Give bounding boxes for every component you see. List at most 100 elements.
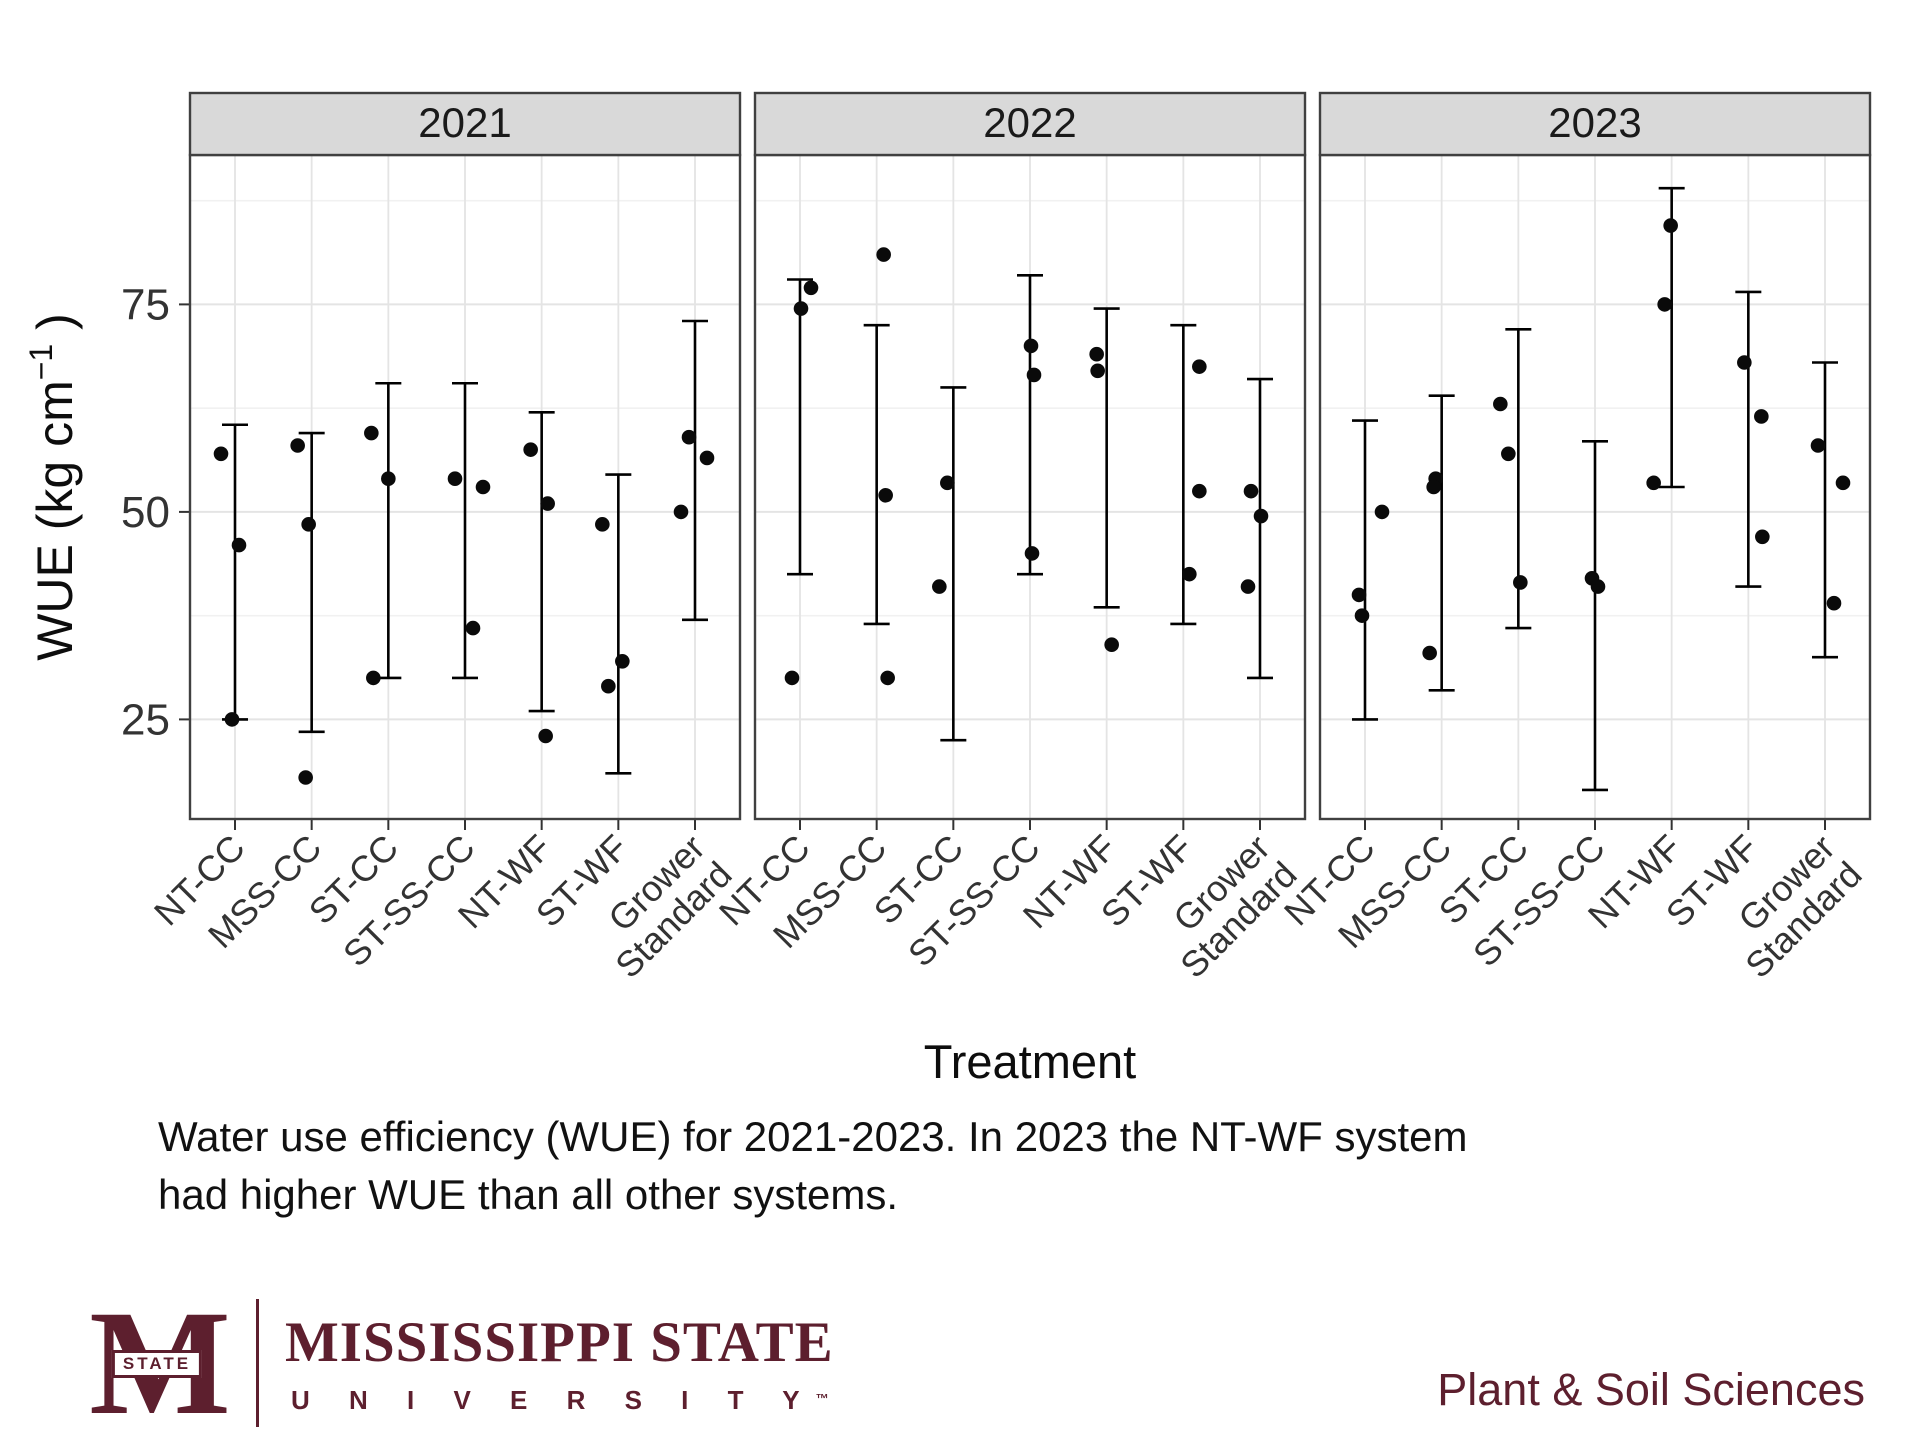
data-point: [932, 579, 947, 594]
data-point: [1240, 579, 1256, 594]
error-bar: [298, 431, 325, 734]
logo-divider: [256, 1299, 259, 1427]
data-point: [475, 479, 491, 495]
data-point: [540, 496, 555, 511]
data-point: [1590, 579, 1606, 594]
error-bar: [1093, 307, 1120, 609]
data-point: [1374, 504, 1390, 520]
data-point: [793, 301, 809, 316]
data-point: [1104, 637, 1119, 652]
figure-caption: Water use efficiency (WUE) for 2021-2023…: [158, 1108, 1718, 1224]
y-tick-label: 25: [121, 695, 170, 744]
facet-strip: [1318, 91, 1872, 157]
error-bar: [1428, 394, 1455, 692]
data-point: [1810, 438, 1826, 453]
data-point: [290, 438, 305, 453]
department-name: Plant & Soil Sciences: [1437, 1364, 1865, 1415]
data-point: [673, 504, 689, 520]
data-point: [1182, 566, 1197, 582]
data-point: [784, 670, 800, 686]
error-bar: [605, 473, 632, 775]
wordmark-line1: MISSISSIPPI STATE: [285, 1311, 834, 1374]
wue-faceted-chart: WUE (kg cm−1 )255075NT-CCMSS-CCST-CCST-S…: [23, 91, 1872, 1088]
data-point: [1426, 479, 1441, 495]
data-point: [1493, 396, 1508, 412]
trademark: ™: [815, 1391, 829, 1406]
facet-2022: NT-CCMSS-CCST-CCST-SS-CCNT-WFST-WFGrower…: [711, 91, 1307, 986]
data-point: [523, 442, 538, 457]
facet-2021: NT-CCMSS-CCST-CCST-SS-CCNT-WFST-WFGrower…: [146, 91, 742, 986]
data-point: [595, 517, 610, 532]
error-bar: [528, 410, 555, 713]
data-point: [1023, 338, 1039, 354]
data-point: [224, 712, 240, 727]
facet-label: 2022: [983, 99, 1076, 146]
data-point: [364, 425, 379, 441]
data-point: [213, 446, 229, 462]
data-point: [538, 728, 553, 744]
data-point: [1243, 483, 1259, 499]
msu-wordmark: MISSISSIPPI STATE U N I V E R S I T Y™: [285, 1310, 834, 1416]
data-point: [1826, 595, 1842, 611]
data-point: [1657, 297, 1672, 312]
data-point: [1090, 363, 1105, 379]
data-point: [1026, 367, 1042, 383]
data-point: [381, 471, 396, 487]
error-bar: [863, 323, 890, 626]
data-point: [366, 670, 381, 686]
facet-label: 2023: [1548, 99, 1641, 146]
data-point: [1754, 409, 1769, 424]
data-point: [1253, 508, 1269, 524]
data-point: [447, 471, 463, 487]
data-point: [465, 620, 481, 636]
figure-caption-line1: Water use efficiency (WUE) for 2021-2023…: [158, 1113, 1468, 1160]
x-axis-title: Treatment: [924, 1035, 1136, 1088]
error-bar: [1017, 274, 1043, 576]
data-point: [803, 280, 819, 296]
facet-strip: [753, 91, 1307, 157]
msu-m-shield-icon: M STATE: [72, 1288, 242, 1438]
facet-strip: [188, 91, 742, 157]
data-point: [1192, 359, 1207, 374]
state-banner: STATE: [111, 1350, 203, 1378]
data-point: [1755, 529, 1770, 545]
data-point: [880, 670, 895, 686]
data-point: [940, 475, 955, 491]
error-bar: [1582, 440, 1608, 792]
y-tick-label: 75: [121, 280, 170, 329]
error-bar: [1352, 419, 1378, 721]
msu-logo: M STATE MISSISSIPPI STATE U N I V E R S …: [72, 1288, 1865, 1438]
data-point: [1835, 475, 1851, 491]
data-point: [1422, 645, 1437, 661]
data-point: [1737, 355, 1752, 370]
data-point: [1513, 575, 1528, 590]
error-bar: [1247, 377, 1273, 680]
data-point: [1501, 446, 1516, 462]
wordmark-line2: U N I V E R S I T Y™: [291, 1385, 829, 1415]
data-point: [878, 488, 893, 503]
error-bar: [452, 381, 478, 680]
data-point: [1663, 218, 1678, 233]
error-bar: [940, 386, 967, 742]
footer: M STATE MISSISSIPPI STATE U N I V E R S …: [72, 1288, 1865, 1438]
facet-label: 2021: [418, 99, 511, 146]
data-point: [231, 537, 247, 553]
error-bar: [1735, 290, 1762, 588]
error-bar: [682, 319, 708, 622]
data-point: [1024, 546, 1040, 561]
error-bar: [1658, 186, 1685, 489]
data-point: [681, 429, 697, 445]
data-point: [1354, 608, 1370, 623]
facet-2023: NT-CCMSS-CCST-CCST-SS-CCNT-WFST-WFGrower…: [1276, 91, 1872, 986]
data-point: [1192, 483, 1207, 499]
data-point: [601, 678, 616, 694]
error-bar: [787, 278, 813, 576]
figure-caption-line2: had higher WUE than all other systems.: [158, 1170, 899, 1218]
data-point: [298, 770, 313, 785]
data-point: [1351, 587, 1367, 603]
error-bar: [1812, 361, 1838, 659]
data-point: [876, 247, 891, 262]
data-point: [1646, 475, 1661, 491]
data-point: [615, 654, 630, 669]
